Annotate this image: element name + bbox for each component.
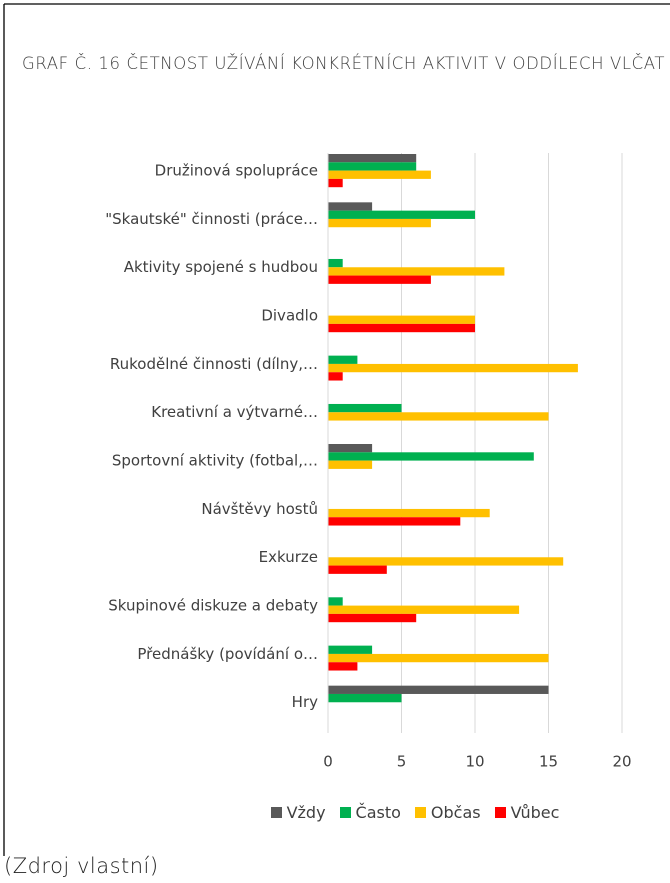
- y-tick-label: Hry: [292, 693, 318, 711]
- legend-swatch: [270, 807, 282, 818]
- source-note: (Zdroj vlastní): [4, 854, 159, 878]
- chart-title: GRAF Č. 16 ČETNOST UŽÍVÁNÍ KONKRÉTNÍCH A…: [22, 54, 666, 73]
- legend-label: Často: [355, 803, 401, 822]
- legend-swatch: [339, 807, 351, 818]
- y-tick-label: Družinová spolupráce: [155, 162, 318, 180]
- y-tick-label: "Skautské" činnosti (práce…: [105, 210, 318, 228]
- legend-item: Občas: [414, 803, 481, 822]
- legend-swatch: [414, 807, 426, 818]
- bar: [328, 170, 431, 179]
- legend-label: Vždy: [286, 803, 326, 822]
- bar: [328, 202, 373, 211]
- bar: [328, 693, 402, 703]
- bar: [328, 315, 475, 324]
- bar: [328, 508, 490, 518]
- y-tick-label: Sportovní aktivity (fotbal,…: [112, 452, 318, 470]
- y-tick-label: Návštěvy hostů: [201, 500, 318, 518]
- legend-item: Často: [339, 803, 401, 822]
- y-tick-label: Rukodělné činnosti (dílny,…: [110, 355, 318, 373]
- x-tick-label: 10: [465, 753, 484, 771]
- bar: [328, 323, 475, 333]
- bar: [328, 372, 343, 381]
- bar: [328, 444, 373, 453]
- bar: [328, 210, 475, 219]
- bar: [328, 613, 417, 623]
- y-tick-label: Přednášky (povídání o…: [137, 645, 318, 663]
- y-tick-label: Divadlo: [261, 307, 318, 325]
- bar: [328, 275, 431, 284]
- y-tick-label: Aktivity spojené s hudbou: [124, 258, 318, 276]
- legend-item: Vůbec: [494, 803, 560, 822]
- bar: [328, 267, 505, 276]
- legend-label: Občas: [430, 803, 481, 822]
- bar: [328, 355, 358, 364]
- y-tick-label: Exkurze: [259, 548, 318, 566]
- bar: [328, 412, 549, 421]
- x-tick-label: 0: [323, 753, 333, 771]
- x-tick-label: 15: [539, 753, 558, 771]
- x-tick-label: 20: [612, 753, 631, 771]
- bar: [328, 557, 564, 566]
- legend-item: Vždy: [270, 803, 326, 822]
- bar: [328, 258, 343, 268]
- legend-swatch: [494, 807, 506, 818]
- bar: [328, 517, 461, 526]
- bar: [328, 363, 578, 373]
- bar: [328, 218, 431, 228]
- bar: [328, 662, 358, 671]
- legend: Vždy Často Občas Vůbec: [0, 803, 670, 822]
- bar: [328, 653, 549, 663]
- bar: [328, 565, 387, 574]
- bar: [328, 162, 417, 171]
- bar: [328, 403, 402, 413]
- bar: [328, 597, 343, 606]
- y-tick-label: Kreativní a výtvarné…: [151, 403, 318, 421]
- bar: [328, 154, 417, 163]
- bar: [328, 605, 520, 614]
- x-tick-label: 5: [397, 753, 407, 771]
- y-tick-label: Skupinové diskuze a debaty: [108, 597, 318, 615]
- legend-label: Vůbec: [510, 803, 560, 822]
- bar: [328, 452, 534, 461]
- bar: [328, 178, 343, 188]
- bar: [328, 645, 373, 654]
- bar: [328, 460, 373, 469]
- bar: [328, 685, 549, 694]
